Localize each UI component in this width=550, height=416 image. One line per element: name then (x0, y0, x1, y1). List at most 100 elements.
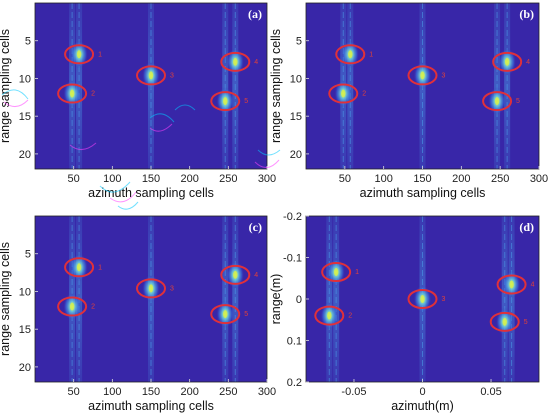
target-label-1: 1 (369, 51, 373, 58)
x-tick-label: -0.05 (341, 386, 366, 398)
y-tick-label: 10 (19, 286, 31, 298)
x-tick-label: 100 (103, 386, 121, 398)
target-ring-1 (64, 257, 95, 278)
target-label-2: 2 (362, 91, 366, 98)
x-axis-label: azimuth sampling cells (360, 186, 486, 200)
x-tick-label: 250 (219, 173, 237, 185)
target-ring-3 (136, 278, 166, 299)
artifact-arc (1, 89, 29, 100)
target-peak-2 (69, 302, 75, 311)
y-tick-label: 5 (25, 36, 31, 48)
x-tick-label: 150 (142, 173, 160, 185)
target-peak-3 (148, 71, 154, 80)
x-tick-label: 50 (339, 173, 351, 185)
x-tick-label: 100 (374, 173, 392, 185)
x-tick-label: 300 (258, 386, 276, 398)
target-ring-4 (220, 51, 251, 72)
y-tick-label: 0 (296, 294, 302, 306)
x-tick-label: 50 (68, 173, 80, 185)
y-tick-label: 10 (290, 73, 302, 85)
target-label-1: 1 (98, 51, 102, 58)
artifact-arc (3, 99, 29, 107)
target-ring-2 (314, 305, 345, 326)
target-ring-5 (210, 91, 241, 112)
heatmap-image (320, 216, 521, 382)
target-label-2: 2 (91, 304, 95, 311)
target-label-4: 4 (526, 59, 530, 66)
target-peak-5 (502, 317, 507, 326)
y-tick-label: 0.2 (287, 377, 302, 389)
y-tick-label: 20 (19, 149, 31, 161)
target-ring-1 (335, 44, 366, 65)
y-tick-label: 10 (19, 73, 31, 85)
target-peak-1 (76, 50, 82, 59)
target-ring-5 (489, 311, 520, 332)
target-ring-1 (64, 44, 95, 65)
target-label-1: 1 (98, 264, 102, 271)
panel-2: 1 2 3 4 5 (b) 50 100 150 200 250 300 5 10 15 20 azimuth … (269, 2, 548, 200)
target-label-2: 2 (91, 91, 95, 98)
target-peak-2 (69, 89, 75, 98)
target-label-4: 4 (531, 281, 535, 288)
y-tick-label: 15 (19, 324, 31, 336)
y-tick-label: -0.1 (283, 253, 302, 265)
artifact-arc (257, 149, 281, 156)
panel-tag: (d) (519, 220, 534, 234)
target-peak-4 (233, 57, 238, 66)
target-label-5: 5 (524, 319, 528, 326)
target-peak-3 (148, 284, 154, 293)
target-ring-2 (328, 83, 359, 104)
target-peak-2 (341, 89, 346, 98)
artifact-arc (149, 113, 175, 123)
target-peak-4 (504, 57, 510, 66)
target-peak-5 (223, 310, 228, 319)
target-ring-5 (482, 91, 513, 112)
panel-tag: (a) (248, 7, 262, 21)
x-tick-label: 200 (180, 173, 198, 185)
artifact-arc (174, 104, 196, 111)
target-ring-1 (321, 262, 352, 283)
x-axis-label: azimuth sampling cells (88, 186, 214, 200)
target-label-3: 3 (170, 72, 174, 79)
target-peak-1 (333, 268, 339, 277)
artifact-arc (117, 201, 139, 210)
x-tick-label: 0.05 (480, 386, 501, 398)
target-peak-1 (348, 50, 353, 59)
target-ring-5 (210, 304, 241, 325)
target-ring-2 (57, 83, 88, 104)
y-axis-label: range sampling cells (0, 242, 12, 356)
x-tick-label: 250 (491, 173, 509, 185)
x-tick-label: 200 (180, 386, 198, 398)
x-tick-label: 300 (530, 173, 548, 185)
target-label-4: 4 (254, 59, 258, 66)
target-ring-3 (136, 65, 166, 86)
target-ring-4 (492, 51, 523, 72)
y-axis-label: range sampling cells (269, 29, 283, 143)
y-axis-label: range(m) (269, 274, 283, 325)
panel-tag: (c) (249, 220, 262, 234)
panel-4: 1 2 3 4 5 (d) -0.05 0 0.05 -0.2 -0.1 0 0.1 0.2 azimuth… (269, 211, 540, 413)
target-ring-3 (407, 289, 438, 309)
target-ring-2 (57, 296, 88, 317)
y-tick-label: 5 (296, 36, 302, 48)
target-label-2: 2 (348, 313, 352, 320)
panel-3: 1 2 3 4 5 (c) 50 100 150 200 250 300 5 10 15 20 azimuth … (0, 215, 276, 413)
y-tick-label: 20 (19, 362, 31, 374)
panel-1: 1 2 3 4 5 (a) 50 100 150 200 250 300 5 10 15 20 azimuth … (0, 2, 276, 200)
x-axis-label: azimuth(m) (391, 399, 454, 413)
target-label-3: 3 (170, 285, 174, 292)
y-tick-label: 15 (290, 111, 302, 123)
target-ring-3 (407, 65, 438, 86)
target-label-5: 5 (244, 98, 248, 105)
target-ring-4 (496, 274, 527, 295)
target-peak-1 (76, 263, 82, 272)
x-tick-label: 100 (103, 173, 121, 185)
y-tick-label: 15 (19, 111, 31, 123)
x-tick-label: 50 (68, 386, 80, 398)
artifact-arc (109, 191, 137, 203)
target-peak-3 (420, 295, 425, 303)
y-axis-label: range sampling cells (0, 29, 12, 143)
x-tick-label: 0 (419, 386, 425, 398)
y-tick-label: 5 (25, 249, 31, 261)
